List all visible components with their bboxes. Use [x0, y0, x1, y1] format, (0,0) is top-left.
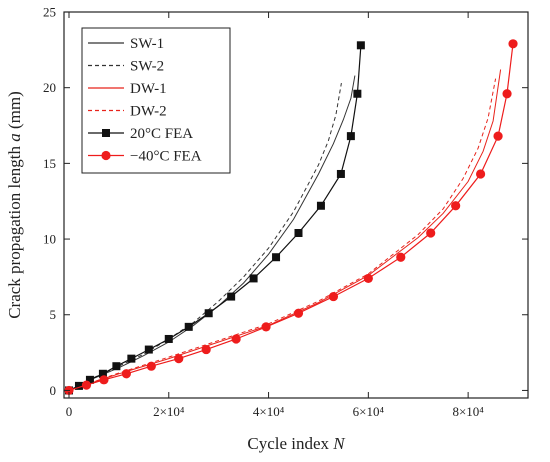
x-tick-label: 0 — [66, 404, 73, 419]
fea-minus40c-marker — [81, 380, 92, 390]
legend-label: DW-1 — [130, 81, 167, 97]
x-tick-label: 4×10⁴ — [253, 404, 285, 419]
fea-20c-marker — [316, 201, 325, 210]
y-tick-label: 10 — [43, 232, 56, 247]
fea-20c-marker — [227, 292, 236, 301]
series-4 — [64, 41, 365, 395]
fea-20c-marker — [356, 41, 365, 50]
series-line — [68, 83, 342, 391]
fea-minus40c-marker — [476, 169, 486, 179]
legend-item: 20°C FEA — [88, 126, 193, 142]
y-axis-label: Crack propagation length a (mm) — [5, 91, 24, 319]
fea-minus40c-marker — [502, 89, 512, 99]
fea-minus40c-marker — [231, 334, 241, 344]
fea-20c-marker — [336, 169, 345, 178]
fea-minus40c-marker — [101, 150, 111, 161]
legend-item: −40°C FEA — [88, 149, 202, 165]
fea-20c-marker — [74, 381, 83, 390]
series-3 — [68, 78, 497, 391]
legend-item: DW-1 — [88, 81, 167, 97]
fea-minus40c-marker — [99, 375, 109, 385]
fea-20c-marker — [204, 309, 213, 318]
series-5 — [64, 39, 518, 396]
fea-20c-marker — [184, 322, 193, 331]
series-0 — [68, 75, 356, 391]
legend-item: SW-1 — [88, 36, 164, 52]
fea-minus40c-marker — [363, 273, 373, 284]
legend-label: 20°C FEA — [130, 126, 193, 142]
tick-layer: 0 2×10⁴ 4×10⁴ 6×10⁴ 8×10⁴ 0 5 10 15 20 25 — [43, 5, 528, 419]
fea-minus40c-marker — [396, 252, 406, 262]
fea-20c-marker — [272, 253, 281, 262]
fea-20c-marker — [164, 334, 173, 343]
fea-minus40c-marker — [146, 361, 156, 371]
fea-minus40c-marker — [261, 322, 271, 332]
fea-20c-marker — [294, 229, 303, 238]
fea-minus40c-marker — [328, 291, 339, 302]
fea-minus40c-marker — [493, 131, 503, 141]
plot-frame — [63, 11, 529, 399]
fea-minus40c-marker — [508, 39, 518, 49]
fea-20c-marker — [85, 375, 94, 384]
series-1 — [68, 83, 342, 391]
y-tick-label: 20 — [43, 80, 56, 95]
legend: SW-1 SW-2 DW-1 DW-2 20°C FEA −40°C FEA — [81, 27, 231, 174]
fea-minus40c-marker — [293, 308, 304, 318]
legend-label: −40°C FEA — [130, 149, 202, 165]
legend-item: SW-2 — [88, 59, 164, 75]
fea-20c-marker — [249, 274, 258, 283]
y-tick-label: 5 — [50, 307, 57, 322]
fea-20c-marker — [353, 89, 362, 98]
fea-minus40c-marker — [201, 344, 211, 355]
x-axis-label: Cycle index N — [247, 434, 346, 453]
legend-label: SW-1 — [130, 36, 164, 52]
x-tick-label: 6×10⁴ — [353, 404, 385, 419]
fea-20c-marker — [112, 362, 121, 371]
fea-20c-marker — [102, 129, 110, 137]
fea-minus40c-marker — [121, 369, 131, 379]
fea-20c-marker — [144, 345, 153, 354]
plot-area — [63, 11, 529, 399]
fea-minus40c-marker — [451, 201, 461, 211]
fea-20c-marker — [127, 354, 136, 363]
fea-minus40c-marker — [426, 228, 436, 238]
legend-label: DW-2 — [130, 104, 167, 120]
fea-20c-marker — [346, 132, 355, 141]
legend-box — [81, 27, 231, 174]
fea-20c-marker — [98, 369, 107, 378]
x-tick-label: 2×10⁴ — [153, 404, 185, 419]
fea-minus40c-marker — [174, 354, 184, 364]
series-layer — [64, 39, 518, 396]
series-line — [68, 75, 356, 391]
legend-label: SW-2 — [130, 59, 164, 75]
y-tick-label: 15 — [43, 156, 56, 171]
y-tick-label: 25 — [43, 5, 56, 20]
series-line — [68, 78, 497, 391]
legend-item: DW-2 — [88, 104, 167, 120]
x-tick-label: 8×10⁴ — [452, 404, 484, 419]
y-tick-label: 0 — [50, 383, 57, 398]
